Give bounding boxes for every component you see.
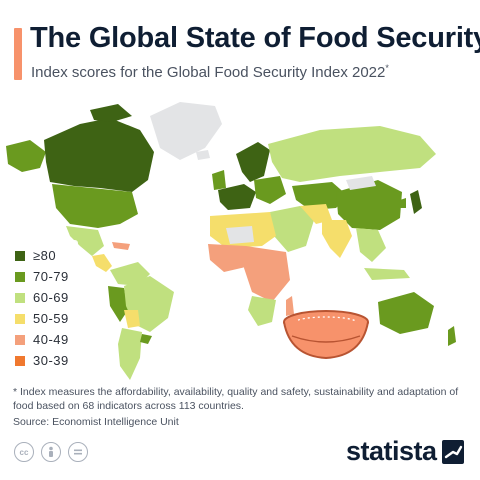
- no-derivatives-icon[interactable]: [68, 442, 88, 462]
- region-canada: [44, 118, 154, 192]
- region-indonesia: [364, 268, 410, 280]
- region-greenland: [150, 102, 222, 160]
- region-mongolia: [346, 176, 376, 190]
- legend-item: 60-69: [8, 287, 78, 308]
- bowl-icon: [283, 310, 369, 360]
- region-scandinavia: [236, 142, 270, 182]
- region-mexico: [66, 226, 104, 256]
- legend-label: 70-79: [33, 269, 69, 284]
- region-central-asia: [292, 182, 348, 210]
- region-iran: [300, 204, 332, 224]
- legend-item: 40-49: [8, 329, 78, 350]
- region-russia: [268, 126, 436, 182]
- region-new-zealand: [448, 326, 456, 346]
- region-western-europe: [218, 184, 256, 210]
- attribution-icon[interactable]: [41, 442, 61, 462]
- region-china: [336, 180, 402, 230]
- legend-item: 70-79: [8, 266, 78, 287]
- region-andes: [108, 286, 128, 322]
- legend-swatch: [15, 292, 25, 303]
- legend-item: 30-39: [8, 350, 78, 371]
- region-west-africa: [208, 244, 250, 272]
- region-iceland: [196, 150, 210, 160]
- legend-label: 30-39: [33, 353, 69, 368]
- cc-icon[interactable]: cc: [14, 442, 34, 462]
- legend-swatch: [15, 334, 25, 345]
- legend-label: 40-49: [33, 332, 69, 347]
- page-subtitle: Index scores for the Global Food Securit…: [31, 63, 389, 81]
- brand-wordmark: statista: [346, 436, 437, 466]
- region-central-america: [92, 254, 112, 272]
- map-legend: ≥80 70-79 60-69 50-59 40-49 30-39: [8, 240, 78, 375]
- accent-bar: [14, 28, 22, 80]
- region-caribbean: [112, 242, 130, 250]
- legend-swatch: [15, 250, 25, 261]
- region-central-africa: [244, 246, 290, 302]
- region-arctic-islands: [90, 104, 132, 122]
- legend-item: 50-59: [8, 308, 78, 329]
- region-japan: [410, 190, 422, 214]
- region-eastern-europe: [254, 176, 286, 204]
- region-madagascar: [286, 296, 294, 316]
- region-australia: [378, 292, 434, 334]
- world-map: [0, 96, 480, 386]
- region-india: [322, 220, 352, 258]
- region-alaska: [6, 140, 46, 172]
- region-sahara: [226, 226, 254, 244]
- legend-swatch: [15, 313, 25, 324]
- legend-swatch: [15, 271, 25, 282]
- license-icons: cc: [14, 442, 88, 462]
- legend-item: ≥80: [8, 245, 78, 266]
- region-middle-east: [270, 206, 314, 252]
- region-korea: [400, 198, 406, 208]
- brand-logo[interactable]: statista: [346, 436, 464, 467]
- region-southeast-asia: [356, 228, 386, 262]
- statista-mark-icon: [441, 439, 464, 464]
- legend-swatch: [15, 355, 25, 366]
- region-southern-cone: [118, 328, 142, 380]
- source-note: Source: Economist Intelligence Unit: [13, 416, 179, 428]
- region-southern-africa: [248, 296, 276, 326]
- legend-label: 50-59: [33, 311, 69, 326]
- page-title: The Global State of Food Security: [30, 22, 480, 54]
- region-uruguay: [140, 334, 152, 344]
- region-bolivia: [124, 310, 140, 328]
- region-uk-ireland: [212, 170, 226, 190]
- region-usa: [52, 184, 138, 228]
- footnote: * Index measures the affordability, avai…: [13, 386, 459, 412]
- subtitle-footnote-marker: *: [385, 63, 389, 73]
- legend-label: ≥80: [33, 248, 57, 263]
- legend-label: 60-69: [33, 290, 69, 305]
